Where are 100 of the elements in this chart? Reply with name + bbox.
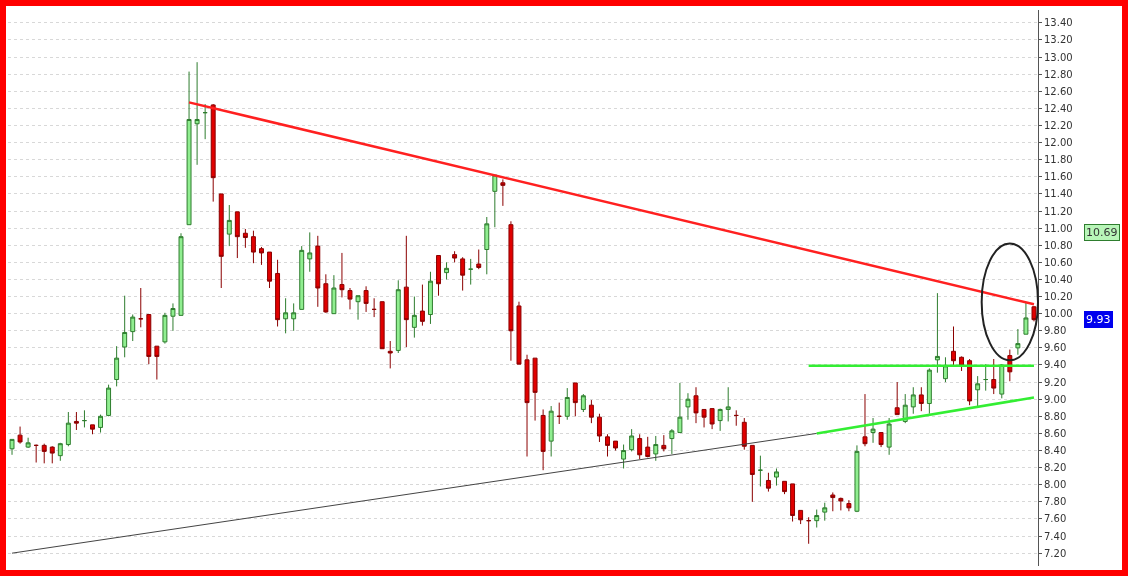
candlestick [138, 287, 144, 328]
candlestick [500, 178, 506, 207]
candlestick [524, 354, 530, 458]
candlestick [347, 287, 353, 310]
candlestick [98, 414, 104, 434]
candlestick [798, 509, 804, 525]
candlestick [1015, 328, 1021, 356]
candlestick [878, 432, 884, 448]
candlestick [275, 259, 281, 327]
candlestick [870, 417, 876, 444]
candlestick [154, 345, 160, 381]
candlestick [669, 428, 675, 455]
candlestick [186, 71, 192, 226]
candlestick [379, 301, 385, 350]
text: 10.69 [1086, 226, 1118, 239]
candlestick [661, 434, 667, 452]
candlestick [57, 442, 63, 462]
candlestick [910, 386, 916, 415]
y-tick-label: 8.20 [1044, 462, 1067, 474]
y-tick-label: 13.20 [1044, 34, 1073, 46]
candlestick [822, 502, 828, 522]
candlestick [926, 367, 932, 415]
candlestick [267, 251, 272, 289]
candlestick [951, 325, 956, 366]
candlestick [114, 345, 120, 387]
candlestick [846, 499, 852, 512]
candlestick [411, 296, 417, 339]
candlestick [170, 302, 176, 332]
candlestick [967, 358, 973, 406]
y-tick-label: 11.00 [1044, 222, 1073, 234]
candlestick [572, 382, 578, 417]
candlestick [886, 417, 892, 456]
candlestick [41, 443, 47, 464]
y-tick-label: 10.20 [1044, 291, 1073, 303]
candlestick [468, 258, 474, 286]
candlestick [765, 472, 771, 493]
candlestick [629, 428, 635, 452]
candlestick [234, 211, 240, 259]
candlestick [25, 437, 31, 449]
candlestick [934, 292, 940, 374]
candlestick [741, 417, 747, 451]
candlestick [484, 216, 490, 275]
candlestick [331, 274, 337, 315]
candlestick [476, 249, 482, 270]
candlestick [259, 246, 264, 266]
candlestick [1023, 302, 1029, 335]
candlestick [291, 302, 297, 332]
candlestick [90, 424, 95, 435]
candlestick [387, 340, 393, 369]
candlestick [444, 261, 450, 280]
candlestick [436, 255, 441, 297]
candlestick [701, 408, 707, 428]
candlestick [419, 284, 425, 327]
candlestick [806, 516, 812, 545]
y-tick-label: 13.40 [1044, 17, 1073, 29]
candlestick [250, 230, 256, 264]
candlestick [178, 232, 184, 316]
candlestick [556, 402, 562, 425]
candlestick [315, 235, 321, 308]
candlestick [790, 483, 796, 523]
y-tick-label: 8.00 [1044, 479, 1067, 491]
y-tick-label: 9.80 [1044, 325, 1067, 337]
y-tick-label: 11.60 [1044, 171, 1073, 183]
candlestick [460, 256, 466, 292]
candlestick [162, 312, 168, 345]
candlestick [106, 384, 112, 417]
candlestick [757, 455, 763, 487]
candlestick [709, 408, 715, 430]
candlestick [605, 433, 610, 458]
candlestick [363, 285, 369, 313]
y-tick-label: 10.80 [1044, 239, 1073, 251]
candlestick [983, 363, 989, 392]
candlestick [242, 228, 248, 249]
candlestick [492, 174, 498, 228]
candlestick [693, 386, 699, 424]
y-tick-label: 11.20 [1044, 205, 1073, 217]
text: 9.93 [1086, 313, 1111, 326]
y-tick-label: 13.00 [1044, 51, 1073, 63]
y-tick-label: 9.60 [1044, 342, 1067, 354]
candlestick [894, 381, 900, 416]
candlestick [918, 386, 924, 412]
candlestick [596, 413, 602, 443]
y-tick-label: 11.80 [1044, 154, 1073, 166]
candlestick [774, 467, 779, 487]
candlestick [548, 405, 554, 458]
candlestick [733, 409, 739, 427]
y-tick-label: 7.40 [1044, 530, 1067, 542]
y-tick-label: 12.60 [1044, 85, 1073, 97]
candlestick [613, 440, 619, 452]
candlestick [782, 480, 787, 495]
y-tick-label: 10.00 [1044, 308, 1073, 320]
candlestick [588, 399, 594, 424]
candlestick [395, 279, 401, 354]
candlestick [854, 444, 860, 513]
candlestick [49, 445, 55, 464]
candlestick [323, 273, 329, 314]
candlestick [942, 356, 948, 383]
y-tick-label: 11.40 [1044, 188, 1073, 200]
candlestick [508, 220, 514, 362]
candlestick [749, 444, 755, 503]
